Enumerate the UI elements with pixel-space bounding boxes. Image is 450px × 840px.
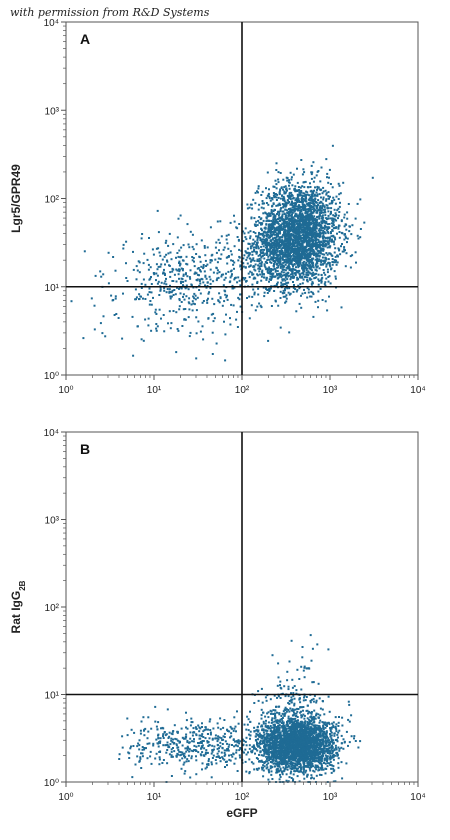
watermark-text: with permission from R&D Systems [10,6,210,19]
panel-a-y-axis-label: Lgr5/GPR49 [9,164,23,233]
panel-a-y-tick-label: 10³ [45,106,60,117]
panel-a-y-tick-label: 10² [45,195,60,206]
panel-a-y-tick-label: 10⁰ [44,371,59,382]
panel-b-x-tick-label: 10¹ [147,792,162,803]
panel-a: 10⁰ 10¹ 10² 10³ 10⁴ 10⁰ 10¹ 10² 10³ 10⁴ A Lgr5/GPR4… [9,18,426,396]
panel-b-x-axis-label: eGFP [226,806,257,820]
panel-a-population-3 [70,209,283,362]
panel-b-population-1 [226,695,362,783]
panel-b-population-3 [118,705,306,783]
panel-b-y-tick-label: 10¹ [45,691,60,702]
panel-a-population-4 [82,296,198,357]
panel-b-y-tick-label: 10² [45,603,60,614]
panel-b-x-tick-label: 10³ [323,792,338,803]
panel-b-x-tick-label: 10² [235,792,250,803]
panel-a-x-tick-label: 10⁰ [58,385,73,396]
panel-b-y-tick-label: 10⁰ [44,778,59,789]
panel-a-events [70,144,374,362]
panel-a-label: A [80,31,90,47]
panel-b-label: B [80,441,90,457]
panel-b-y-tick-label: 10⁴ [44,428,59,439]
panel-a-population-1 [216,144,374,342]
panel-b-population-4 [286,634,330,692]
panel-a-x-tick-label: 10³ [323,385,338,396]
panel-b-x-tick-label: 10⁴ [410,792,425,803]
panel-b-events [118,634,362,783]
panel-b: 10⁰ 10¹ 10² 10³ 10⁴ 10⁰ 10¹ 10² 10³ 10⁴ B Rat IgG2B… [9,428,426,820]
panel-a-y-tick-label: 10⁴ [44,18,59,29]
panel-a-x-tick-label: 10⁴ [410,385,425,396]
panel-a-y-tick-label: 10¹ [45,283,60,294]
panel-a-x-tick-label: 10² [235,385,250,396]
panel-b-x-tick-label: 10⁰ [58,792,73,803]
panel-a-x-tick-label: 10¹ [147,385,162,396]
panel-b-y-axis-label: Rat IgG2B [9,580,27,633]
panel-b-y-tick-label: 10³ [45,516,60,527]
